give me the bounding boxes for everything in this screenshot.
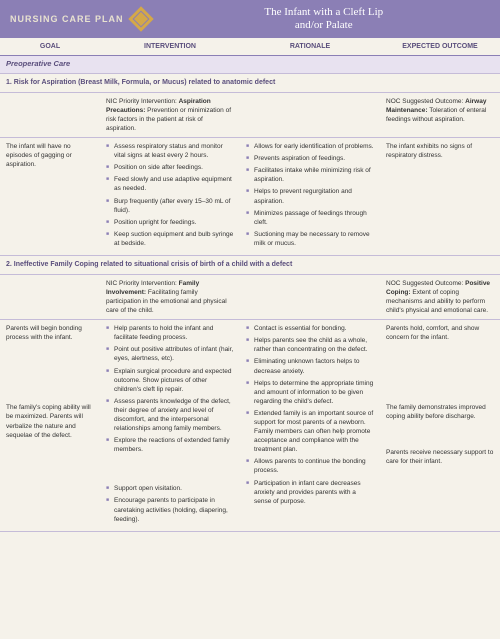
list-item: Eliminating unknown factors helps to dec… [246, 357, 374, 375]
col-outcome: EXPECTED OUTCOME [380, 38, 500, 56]
diag2-r1-intervention: NIC Priority Intervention: Family Involv… [100, 274, 240, 319]
header-right-title: The Infant with a Cleft Lip and/or Palat… [158, 6, 490, 32]
diag2-goal1: Parents will begin bonding process with … [6, 324, 94, 342]
diag2-r1-rationale [240, 274, 380, 319]
list-item: Support open visitation. [106, 484, 234, 493]
diag2-outcome2: The family demonstrates improved coping … [386, 403, 494, 421]
diag2-r1-int-bold: Family Involvement: [106, 280, 199, 296]
page-header: NURSING CARE PLAN The Infant with a Clef… [0, 0, 500, 38]
list-item: Feed slowly and use adaptive equipment a… [106, 175, 234, 193]
diag1-outcome: The infant exhibits no signs of respirat… [380, 138, 500, 256]
diag2-goal2: The family's coping ability will be maxi… [6, 403, 94, 439]
list-item: Facilitates intake while minimizing risk… [246, 166, 374, 184]
diag2-r1-outcome: NOC Suggested Outcome: Positive Coping: … [380, 274, 500, 319]
diag2-outcome3: Parents receive necessary support to car… [386, 448, 494, 466]
list-item: Minimizes passage of feedings through cl… [246, 209, 374, 227]
list-item: Prevents aspiration of feedings. [246, 154, 374, 163]
diag2-priority-row: NIC Priority Intervention: Family Involv… [0, 274, 500, 319]
list-item: Helps parents see the child as a whole, … [246, 336, 374, 354]
diag1-rationales: Allows for early identification of probl… [240, 138, 380, 256]
column-header-row: GOAL INTERVENTION RATIONALE EXPECTED OUT… [0, 38, 500, 56]
list-item: Assess parents knowledge of the defect, … [106, 397, 234, 433]
col-intervention: INTERVENTION [100, 38, 240, 56]
list-item: Encourage parents to participate in care… [106, 496, 234, 523]
diag1-goal: The infant will have no episodes of gagg… [0, 138, 100, 256]
diag1-priority-row: NIC Priority Intervention: Aspiration Pr… [0, 92, 500, 137]
diag1-r1-int-bold: Aspiration Precautions: [106, 98, 211, 114]
list-item: Position on side after feedings. [106, 163, 234, 172]
diamond-icon [128, 6, 153, 31]
diag2-interventions: Help parents to hold the infant and faci… [100, 320, 240, 532]
list-item: Extended family is an important source o… [246, 409, 374, 454]
diag2-goals: Parents will begin bonding process with … [0, 320, 100, 532]
diag2-rationales: Contact is essential for bonding. Helps … [240, 320, 380, 532]
list-item: Contact is essential for bonding. [246, 324, 374, 333]
diag1-r1-intervention: NIC Priority Intervention: Aspiration Pr… [100, 92, 240, 137]
list-item: Helps to determine the appropriate timin… [246, 379, 374, 406]
list-item: Allows for early identification of probl… [246, 142, 374, 151]
list-item: Position upright for feedings. [106, 218, 234, 227]
diagnosis-2-title: 2. Ineffective Family Coping related to … [0, 255, 500, 274]
section-preop: Preoperative Care [0, 56, 500, 74]
diagnosis-1-title: 1. Risk for Aspiration (Breast Milk, For… [0, 73, 500, 92]
header-left-title: NURSING CARE PLAN [10, 14, 124, 24]
header-title-line2: and/or Palate [158, 19, 490, 32]
list-item: Helps to prevent regurgitation and aspir… [246, 187, 374, 205]
list-item: Suctioning may be necessary to remove mi… [246, 230, 374, 248]
list-item: Burp frequently (after every 15–30 mL of… [106, 197, 234, 215]
list-item: Explain surgical procedure and expected … [106, 367, 234, 394]
care-plan-table: GOAL INTERVENTION RATIONALE EXPECTED OUT… [0, 38, 500, 531]
diag1-r1-rationale [240, 92, 380, 137]
header-title-line1: The Infant with a Cleft Lip [158, 6, 490, 19]
diagnosis-1-header: 1. Risk for Aspiration (Breast Milk, For… [0, 73, 500, 92]
col-goal: GOAL [0, 38, 100, 56]
diag2-outcomes: Parents hold, comfort, and show concern … [380, 320, 500, 532]
list-item: Help parents to hold the infant and faci… [106, 324, 234, 342]
list-item: Allows parents to continue the bonding p… [246, 457, 374, 475]
diag1-interventions: Assess respiratory status and monitor vi… [100, 138, 240, 256]
list-item: Assess respiratory status and monitor vi… [106, 142, 234, 160]
diag2-r1-goal [0, 274, 100, 319]
diag1-r1-outcome: NOC Suggested Outcome: Airway Maintenanc… [380, 92, 500, 137]
list-item: Point out positive attributes of infant … [106, 345, 234, 363]
list-item: Explore the reactions of extended family… [106, 436, 234, 454]
list-item: Keep suction equipment and bulb syringe … [106, 230, 234, 248]
diag2-r1-out-bold: Positive Coping: [386, 280, 490, 296]
diagnosis-2-header: 2. Ineffective Family Coping related to … [0, 255, 500, 274]
diag2-detail-row: Parents will begin bonding process with … [0, 320, 500, 532]
col-rationale: RATIONALE [240, 38, 380, 56]
diag2-outcome1: Parents hold, comfort, and show concern … [386, 324, 494, 342]
diag1-r1-goal [0, 92, 100, 137]
diag1-r1-out-bold: Airway Maintenance: [386, 98, 486, 114]
section-preop-title: Preoperative Care [0, 56, 500, 74]
diag1-detail-row: The infant will have no episodes of gagg… [0, 138, 500, 256]
list-item: Participation in infant care decreases a… [246, 479, 374, 506]
